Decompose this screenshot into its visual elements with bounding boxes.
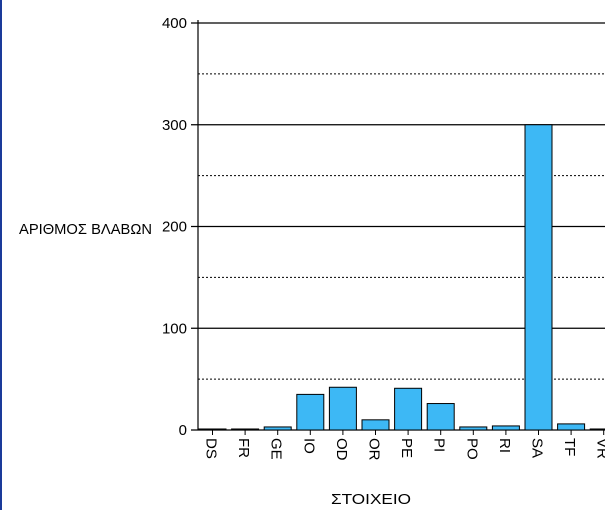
window-left-border — [0, 0, 2, 510]
x-tick-label-pi: PI — [431, 438, 448, 452]
bar-tf — [557, 423, 586, 431]
x-tick-label-fr: FR — [235, 438, 252, 458]
x-tick-label-vr: VR — [594, 438, 605, 459]
bar-vr — [589, 428, 605, 431]
bar-po — [459, 426, 488, 431]
bar-ds — [198, 428, 227, 431]
bar-sa — [524, 124, 553, 431]
bar-pi — [426, 403, 455, 431]
bar-or — [361, 419, 390, 431]
x-tick-label-io: IO — [300, 438, 317, 454]
x-tick-label-pe: PE — [398, 438, 415, 458]
x-tick-label-ds: DS — [203, 438, 220, 459]
bars — [198, 124, 605, 431]
x-tick-label-ge: GE — [268, 438, 285, 460]
bar-od — [328, 386, 357, 431]
bar-ri — [491, 425, 520, 431]
x-tick-labels: DS FR GE IO OD OR PE PI PO RI SA TF VR — [203, 430, 605, 461]
bar-io — [296, 393, 325, 431]
x-tick-label-tf: TF — [561, 438, 578, 456]
y-tick-label: 400 — [162, 15, 187, 32]
x-axis-label: ΣΤΟΙΧΕΙΟ — [331, 491, 411, 508]
x-tick-label-or: OR — [366, 438, 383, 461]
x-tick-label-od: OD — [333, 438, 350, 461]
bar-ge — [263, 426, 292, 431]
x-tick-label-sa: SA — [529, 438, 546, 458]
bar-pe — [394, 387, 423, 431]
bar-fr — [231, 428, 260, 431]
y-tick-label: 100 — [162, 320, 187, 337]
y-tick-label: 300 — [162, 117, 187, 134]
x-tick-label-ri: RI — [496, 438, 513, 453]
y-tick-label: 200 — [162, 219, 187, 236]
y-tick-labels: 0 100 200 300 400 — [162, 15, 187, 439]
x-tick-label-po: PO — [463, 438, 480, 460]
y-tick-label: 0 — [179, 422, 187, 439]
y-axis-label: ΑΡΙΘΜΟΣ ΒΛΑΒΩΝ — [19, 221, 152, 238]
